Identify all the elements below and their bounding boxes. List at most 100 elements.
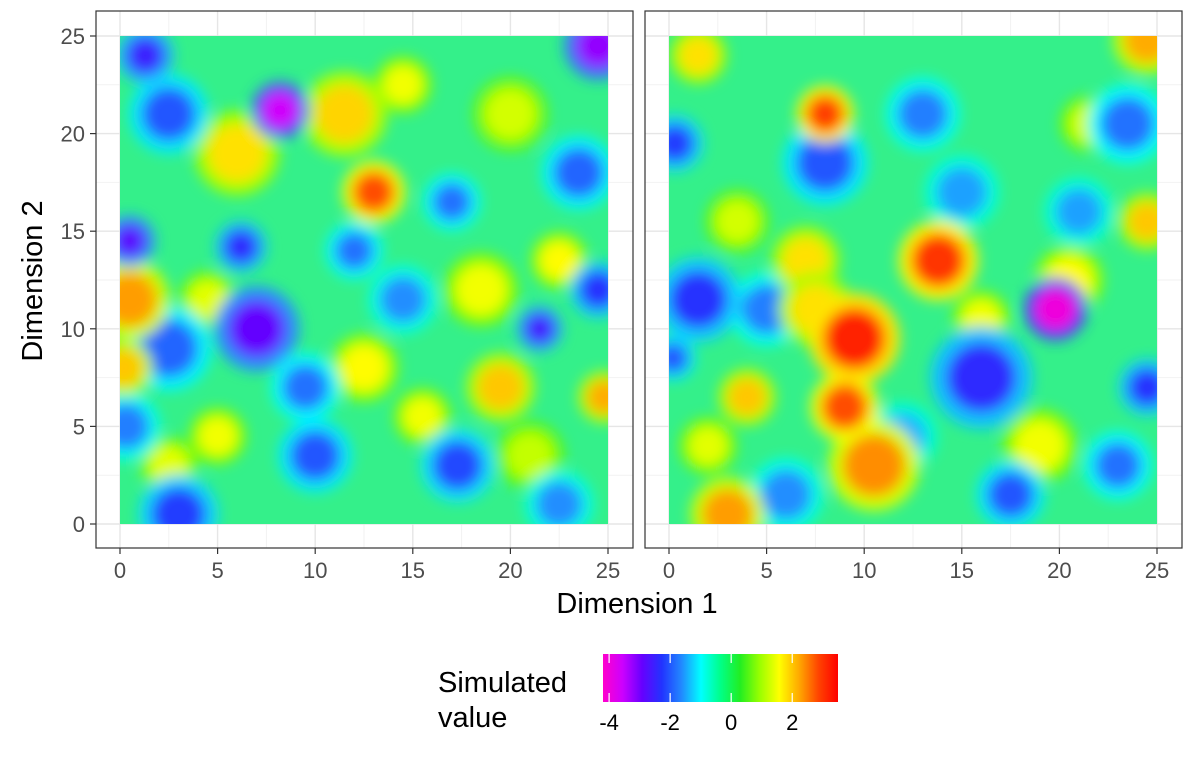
heatmap-cell <box>282 363 329 411</box>
left-panel-border <box>95 10 634 549</box>
heatmap-cell <box>936 166 988 218</box>
heatmap-cell <box>669 342 689 374</box>
heatmap-cell <box>1094 442 1142 489</box>
x-tick-label: 25 <box>596 558 620 583</box>
heatmap-cell <box>198 416 238 456</box>
x-tick-label: 25 <box>1145 558 1169 583</box>
x-tick-label: 15 <box>401 558 425 583</box>
x-tick-label: 20 <box>498 558 522 583</box>
heatmap-cell <box>760 469 812 521</box>
legend-tick-label: 2 <box>786 710 798 735</box>
heatmap-cell <box>795 133 855 193</box>
heatmap-cell <box>227 299 286 359</box>
right-panel: 0 5 10 15 20 25 <box>644 10 1183 583</box>
heatmap-cell <box>188 280 228 320</box>
heatmap-cell <box>535 481 583 524</box>
heatmap-cell <box>120 348 144 388</box>
heatmap-cell <box>383 65 423 105</box>
heatmap-cell <box>727 377 767 417</box>
y-tick-label: 0 <box>73 512 85 537</box>
heatmap-cell <box>1055 188 1103 236</box>
heatmap-cell <box>379 276 427 323</box>
x-tick-label: 15 <box>950 558 974 583</box>
heatmap-cell <box>946 342 1017 413</box>
heatmap-cell <box>207 123 267 183</box>
y-tick-label: 15 <box>61 219 85 244</box>
heatmap-cell <box>432 182 472 222</box>
heatmap-cell <box>120 223 148 259</box>
legend-tick-label: 0 <box>725 710 737 735</box>
heatmap-cell <box>574 36 608 70</box>
heatmap-cell <box>120 402 150 450</box>
heatmap-cell <box>455 264 507 316</box>
heatmap-cell <box>782 237 830 284</box>
heatmap-cell <box>702 488 753 524</box>
heatmap-cell <box>987 471 1035 519</box>
heatmap-cell <box>823 307 886 370</box>
heatmap-cell <box>897 88 949 140</box>
heatmap-cell <box>1123 36 1157 64</box>
x-axis-title: Dimension 1 <box>556 588 717 620</box>
legend-tick-label: -2 <box>660 710 680 735</box>
heatmap-cell <box>669 270 728 329</box>
heatmap-cell <box>120 272 158 327</box>
right-panel-border <box>644 10 1183 549</box>
x-tick-label: 10 <box>852 558 876 583</box>
x-tick-label: 0 <box>114 558 126 583</box>
heatmap-cell <box>289 430 341 482</box>
left-panel: 0 5 10 15 20 25 0 5 10 15 20 25 <box>61 10 634 583</box>
heatmap-cell <box>1034 287 1077 331</box>
heatmap-cell <box>125 36 165 76</box>
heatmap-cell <box>506 432 554 480</box>
y-tick-label: 10 <box>61 317 85 342</box>
x-tick-label: 0 <box>663 558 675 583</box>
legend-title-line-1: Simulated <box>438 667 567 699</box>
heatmap-cell <box>688 426 728 466</box>
legend: Simulated value -4 -2 0 2 <box>438 654 838 735</box>
y-axis-title: Dimension 2 <box>17 200 49 361</box>
right-x-axis: 0 5 10 15 20 25 <box>663 548 1169 583</box>
heatmap-cell <box>223 229 259 265</box>
heatmap-cell <box>1100 96 1156 152</box>
heatmap-cell <box>352 170 396 214</box>
right-heatmap-field <box>669 36 1157 524</box>
left-y-axis: 0 5 10 15 20 25 <box>61 24 96 537</box>
heatmap-cell <box>678 36 718 76</box>
x-tick-label: 5 <box>211 558 223 583</box>
heatmap-cell <box>151 486 206 524</box>
heatmap-cell <box>586 379 608 415</box>
left-heatmap-field <box>120 36 608 524</box>
heatmap-cell <box>141 86 197 142</box>
heatmap-cell <box>578 270 608 310</box>
y-tick-label: 25 <box>61 24 85 49</box>
heatmap-cell <box>477 363 525 411</box>
heatmap-cell <box>1127 367 1157 407</box>
y-tick-label: 5 <box>73 414 85 439</box>
heatmap-cell <box>334 231 374 271</box>
heatmap-cell <box>340 344 388 392</box>
heatmap-cell <box>432 440 484 491</box>
legend-tick-label: -4 <box>599 710 619 735</box>
heatmap-cell <box>260 90 300 130</box>
heatmap-cell <box>805 94 845 134</box>
legend-title-line-2: value <box>438 702 507 734</box>
heatmap-cell <box>821 383 869 431</box>
heatmap-cell <box>403 397 443 437</box>
heatmap-cell <box>553 147 605 199</box>
x-tick-label: 5 <box>760 558 772 583</box>
heatmap-cell <box>485 88 536 140</box>
heatmap-cell <box>1127 201 1157 241</box>
legend-ticks: -4 -2 0 2 <box>599 654 798 735</box>
heatmap-cell <box>842 434 906 497</box>
heatmap-cell <box>741 283 792 335</box>
heatmap-cell <box>315 84 374 144</box>
heatmap-cell <box>1014 420 1066 472</box>
heatmap-cell <box>715 199 759 243</box>
heatmap-cell <box>524 313 556 345</box>
x-tick-label: 10 <box>303 558 327 583</box>
heatmap-cell <box>139 319 199 378</box>
x-tick-label: 20 <box>1047 558 1071 583</box>
heatmap-cell <box>539 240 579 280</box>
